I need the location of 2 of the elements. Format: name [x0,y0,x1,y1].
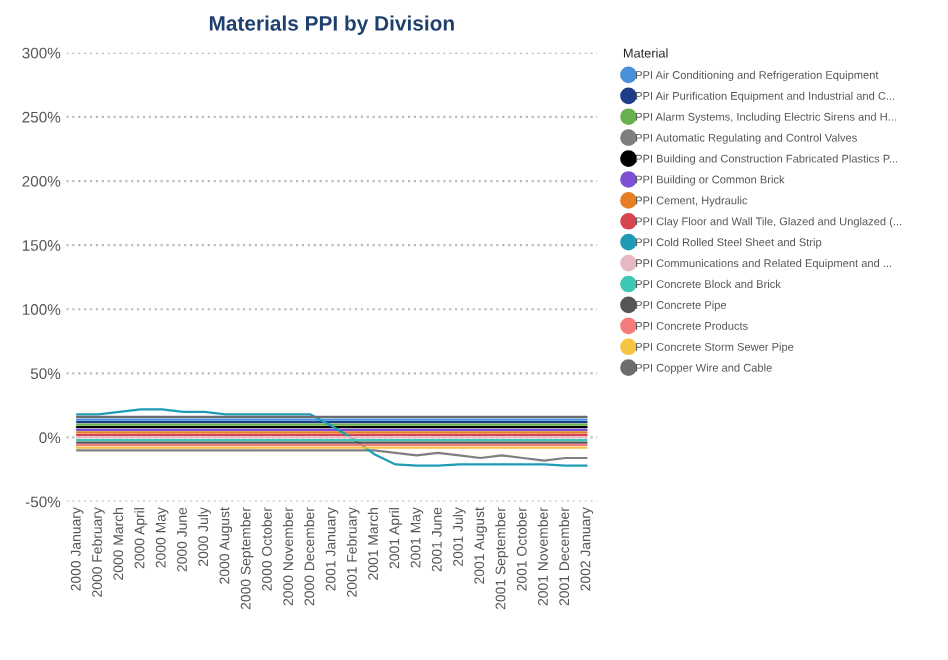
line-series [75,408,588,467]
chart-title: Materials PPI by Division [209,15,454,35]
